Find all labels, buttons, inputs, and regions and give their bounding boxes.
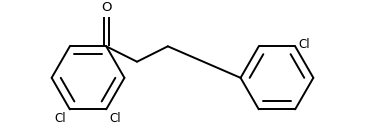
Text: Cl: Cl <box>109 112 121 125</box>
Text: O: O <box>101 1 112 14</box>
Text: Cl: Cl <box>299 38 310 51</box>
Text: Cl: Cl <box>55 112 66 125</box>
